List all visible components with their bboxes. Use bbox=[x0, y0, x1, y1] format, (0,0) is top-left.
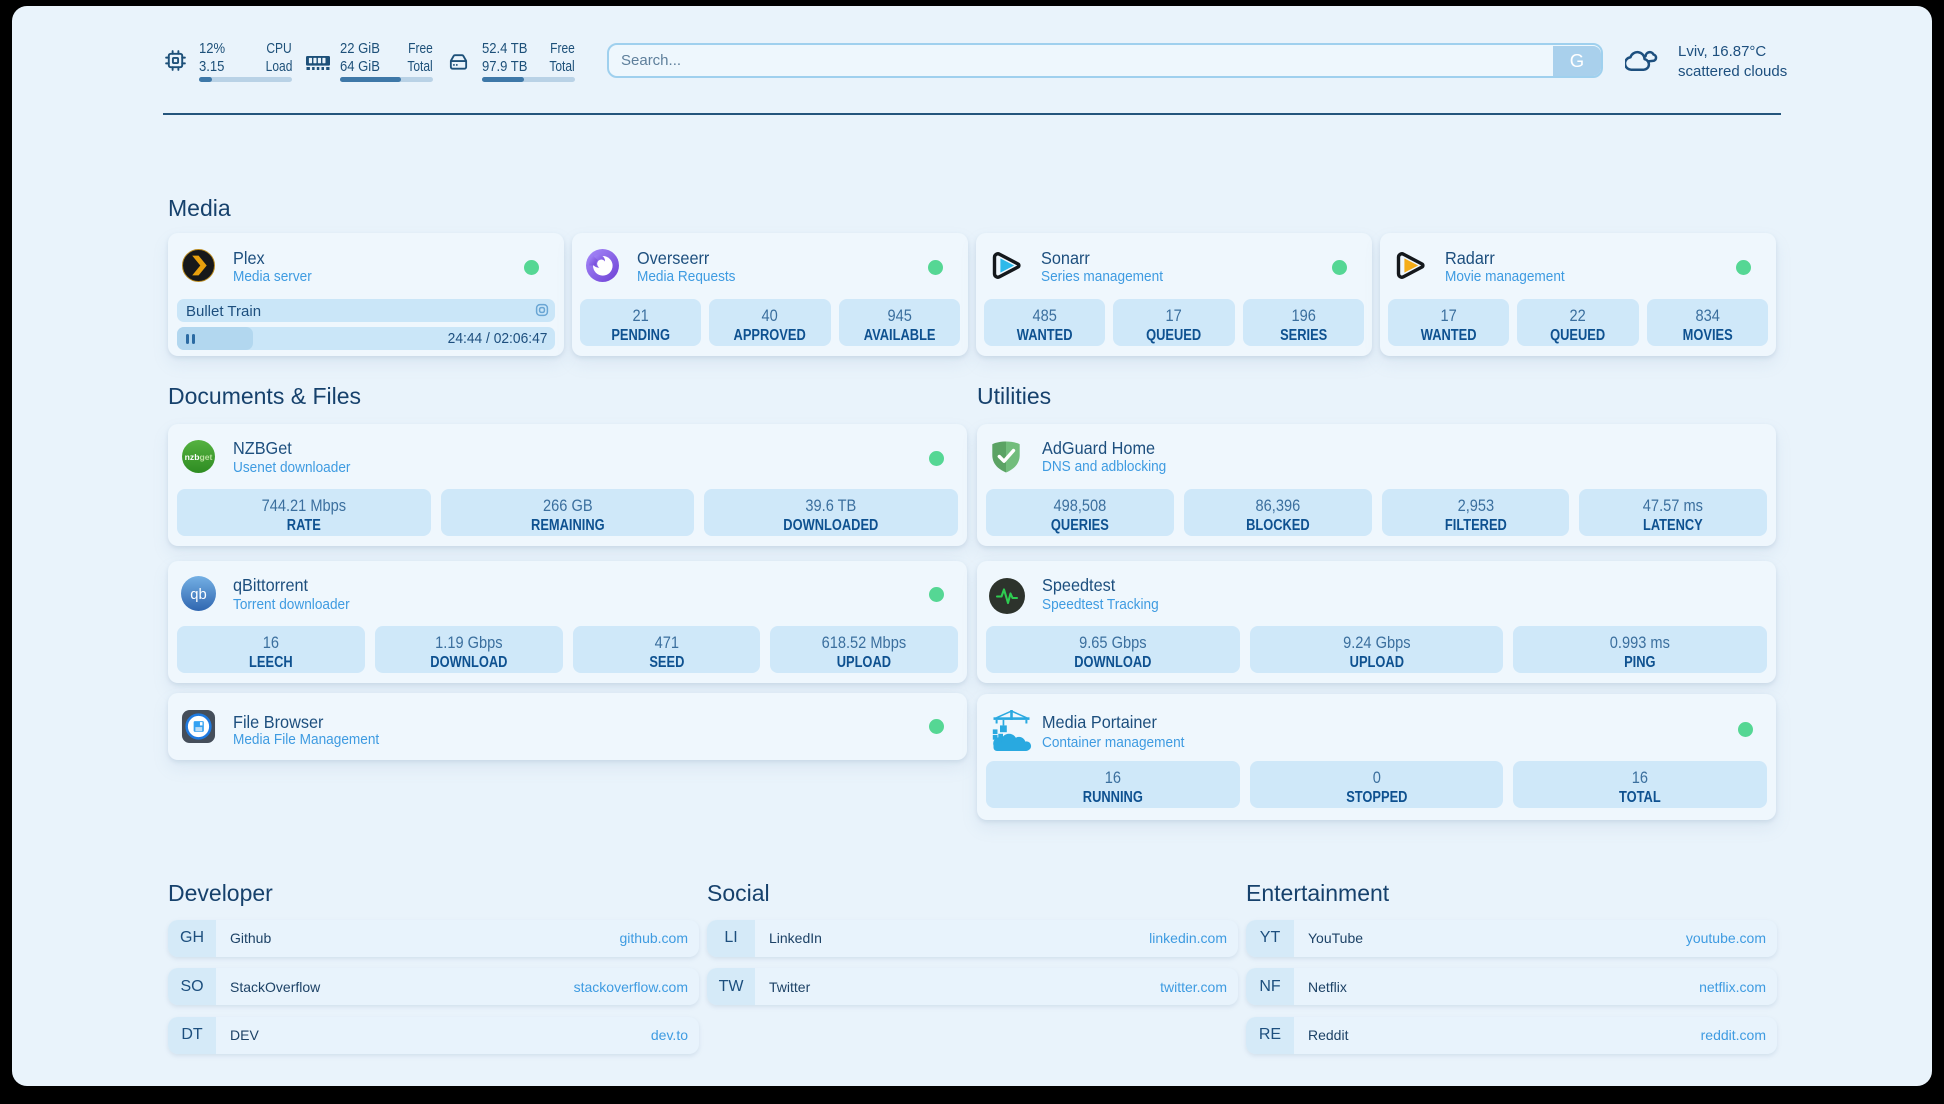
svg-text:nzbget: nzbget bbox=[185, 452, 213, 462]
svg-text:qb: qb bbox=[190, 587, 207, 603]
